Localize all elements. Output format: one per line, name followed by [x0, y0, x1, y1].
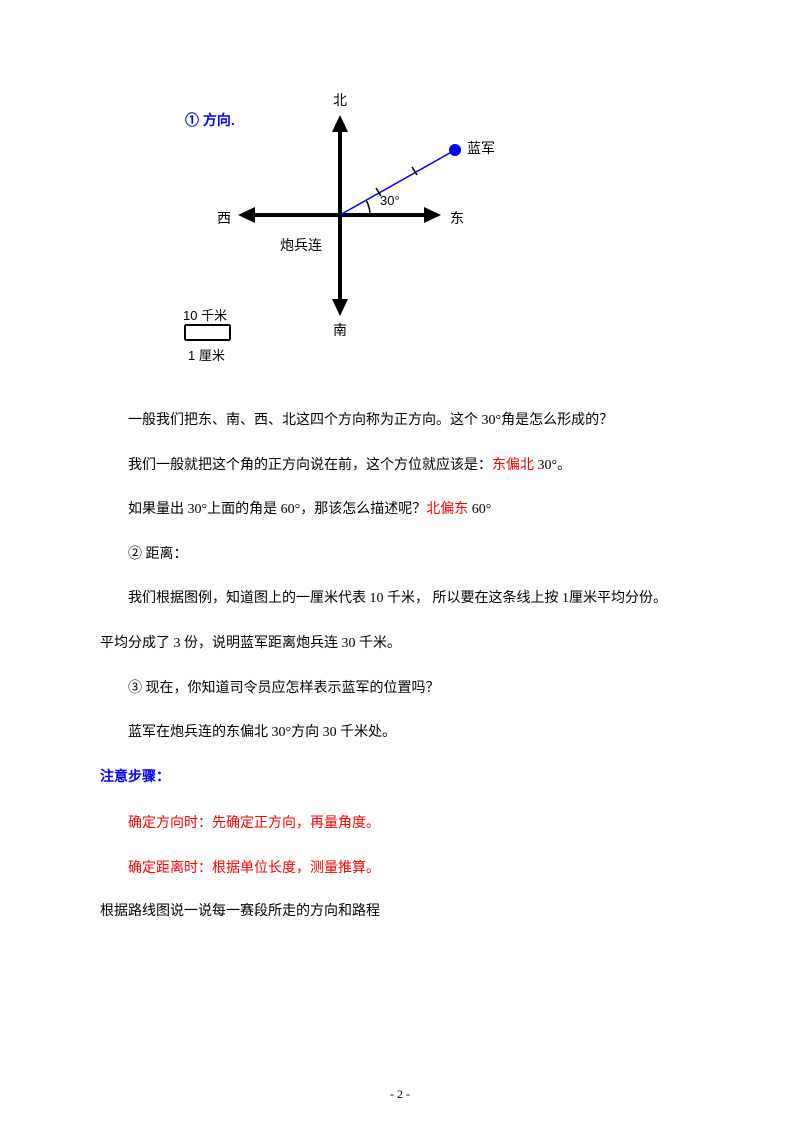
p2-red: 东偏北 [492, 458, 534, 473]
label-south: 南 [333, 320, 347, 340]
angle-arc [366, 200, 370, 215]
label-east: 东 [450, 208, 464, 228]
arrow-south [332, 299, 348, 316]
label-center: 炮兵连 [280, 235, 322, 255]
target-dot [449, 144, 461, 156]
paragraph-2: 我们一般就把这个角的正方向说在前，这个方位就应该是：东偏北 30°。 [100, 453, 700, 480]
arrow-west [238, 207, 255, 223]
paragraph-4: ② 距离： [100, 542, 700, 569]
paragraph-5: 我们根据图例，知道图上的一厘米代表 10 千米， 所以要在这条线上按 1厘米平均… [100, 586, 700, 613]
scale-top-label: 10 千米 [183, 305, 227, 324]
label-north: 北 [333, 90, 347, 110]
p3-red: 北偏东 [426, 502, 468, 517]
arrow-east [424, 207, 441, 223]
step-1: 确定方向时：先确定正方向，再量角度。 [128, 809, 700, 836]
p3-text-c: 60° [468, 502, 491, 517]
arrow-north [332, 115, 348, 132]
paragraph-9: 根据路线图说一说每一赛段所走的方向和路程 [100, 899, 700, 926]
scale-bottom-label: 1 厘米 [188, 345, 225, 364]
diagram-title: ① 方向. [185, 110, 235, 130]
paragraph-1: 一般我们把东、南、西、北这四个方向称为正方向。这个 30°角是怎么形成的？ [100, 408, 700, 435]
label-angle: 30° [380, 193, 400, 208]
paragraph-3: 如果量出 30°上面的角是 60°，那该怎么描述呢？北偏东 60° [100, 497, 700, 524]
steps-title: 注意步骤： [100, 765, 700, 792]
step-2: 确定距离时：根据单位长度，测量推算。 [128, 854, 700, 881]
p2-text-c: 30°。 [534, 458, 571, 473]
label-target: 蓝军 [467, 138, 495, 158]
paragraph-8: 蓝军在炮兵连的东偏北 30°方向 30 千米处。 [100, 720, 700, 747]
paragraph-7: ③ 现在，你知道司令员应怎样表示蓝军的位置吗？ [100, 676, 700, 703]
compass-diagram: ① 方向. 北 南 东 西 炮兵连 蓝军 30° 10 千米 1 厘米 [110, 60, 530, 390]
page-number: - 2 - [0, 1087, 800, 1102]
p2-text-a: 我们一般就把这个角的正方向说在前，这个方位就应该是： [128, 458, 492, 473]
paragraph-6: 平均分成了 3 份，说明蓝军距离炮兵连 30 千米。 [100, 631, 700, 658]
label-west: 西 [217, 208, 231, 228]
p3-text-a: 如果量出 30°上面的角是 60°，那该怎么描述呢？ [128, 502, 426, 517]
diagram-svg [110, 60, 530, 390]
